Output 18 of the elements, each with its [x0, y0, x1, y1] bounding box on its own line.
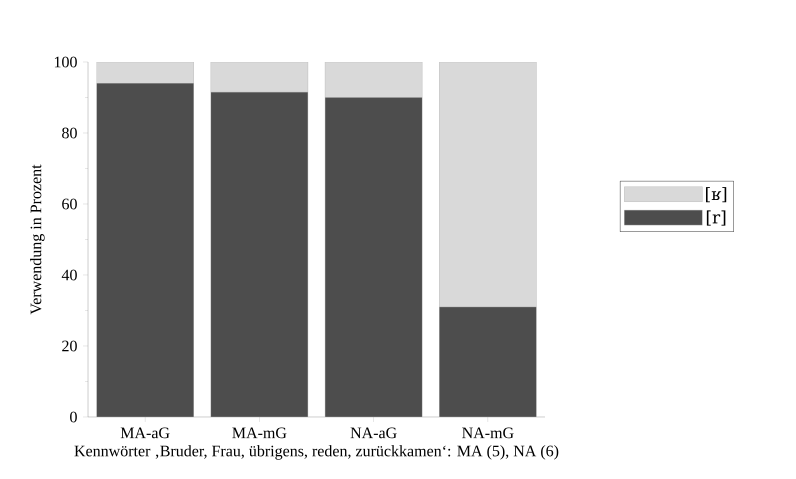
y-tick-label: 60 [62, 198, 77, 210]
y-tick-label: 80 [62, 128, 77, 138]
legend-label: [ʁ] [706, 187, 726, 202]
bar [439, 62, 537, 308]
x-tick-label: NA-mG [462, 428, 514, 438]
x-axis-title: Kennwörter ‚Bruder, Frau, übrigens, reden, zurückkamen‘: MA (5), NA (6) [74, 445, 558, 460]
y-tick-label: 20 [62, 340, 77, 352]
y-tick-label: 0 [70, 412, 77, 422]
y-tick-label: 40 [62, 270, 77, 280]
x-tick-label: MA-mG [232, 428, 286, 438]
bar [96, 62, 194, 84]
x-tick-label: MA-aG [120, 428, 170, 438]
bar [210, 62, 308, 92]
y-tick-label: 100 [54, 56, 77, 68]
x-tick-label: NA-aG [350, 428, 397, 438]
y-axis-title: Verwendung in Prozent [30, 164, 45, 314]
bar [324, 62, 422, 98]
legend-label: [r] [706, 210, 726, 226]
